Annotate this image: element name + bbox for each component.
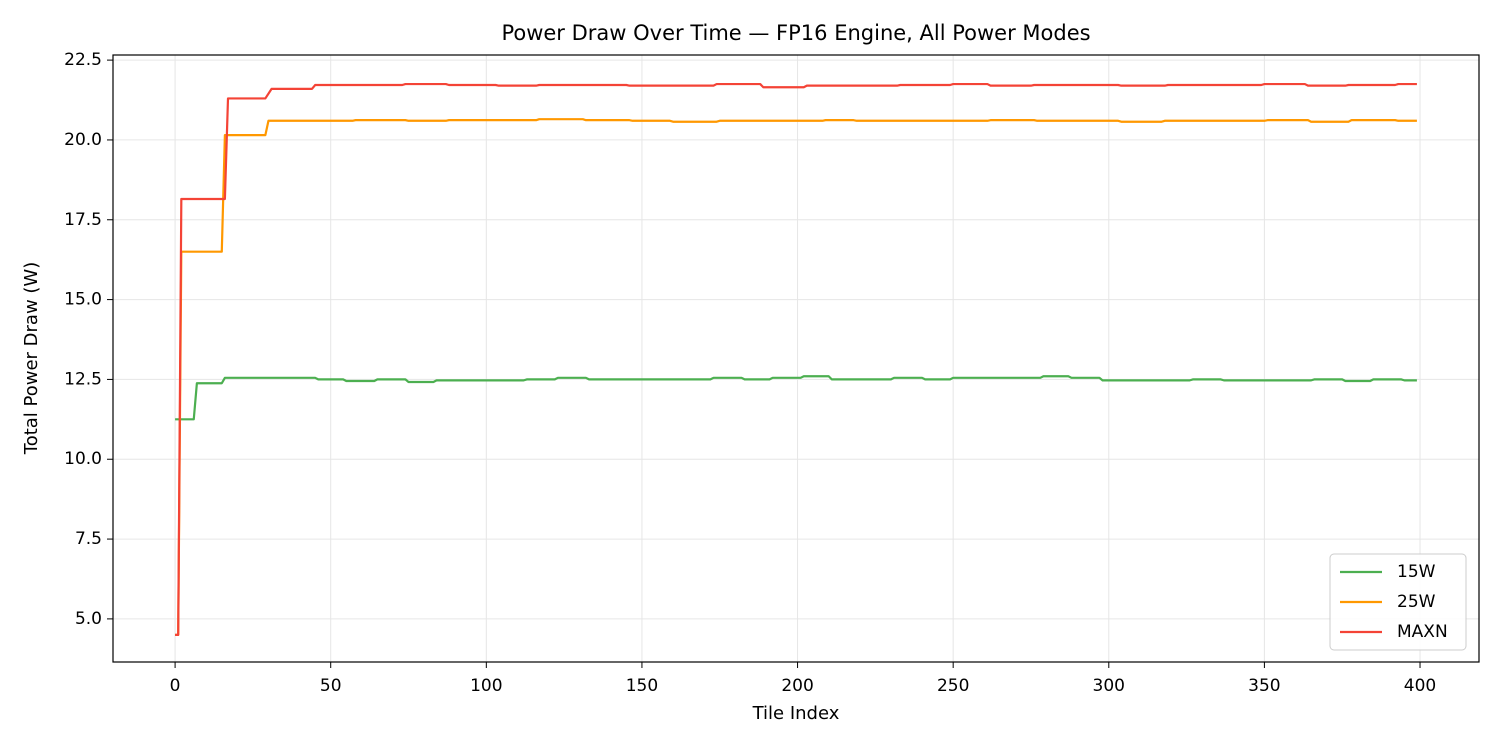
x-tick-label: 350 <box>1248 676 1280 696</box>
y-tick-label: 5.0 <box>75 609 102 629</box>
y-tick-label: 12.5 <box>64 369 102 389</box>
x-tick-label: 400 <box>1404 676 1436 696</box>
series-line <box>175 118 1417 636</box>
legend-label: MAXN <box>1397 622 1448 642</box>
series-line <box>175 82 1417 636</box>
x-tick-label: 150 <box>626 676 658 696</box>
series-line <box>175 375 1417 421</box>
y-axis-label: Total Power Draw (W) <box>21 262 42 455</box>
x-tick-label: 200 <box>781 676 813 696</box>
x-tick-label: 250 <box>937 676 969 696</box>
legend-label: 25W <box>1397 592 1436 612</box>
x-tick-label: 300 <box>1093 676 1125 696</box>
x-tick-label: 100 <box>470 676 502 696</box>
x-tick-label: 50 <box>320 676 342 696</box>
plot-frame <box>112 54 1480 663</box>
y-tick-label: 10.0 <box>64 449 102 469</box>
y-tick-label: 20.0 <box>64 130 102 150</box>
y-tick-label: 7.5 <box>75 529 102 549</box>
y-tick-label: 15.0 <box>64 290 102 310</box>
x-axis-label: Tile Index <box>752 703 840 724</box>
y-tick-label: 17.5 <box>64 210 102 230</box>
y-tick-label: 22.5 <box>64 50 102 70</box>
chart-title: Power Draw Over Time — FP16 Engine, All … <box>501 21 1090 45</box>
legend-box <box>1329 553 1467 651</box>
x-tick-label: 0 <box>170 676 181 696</box>
legend-label: 15W <box>1397 562 1436 582</box>
